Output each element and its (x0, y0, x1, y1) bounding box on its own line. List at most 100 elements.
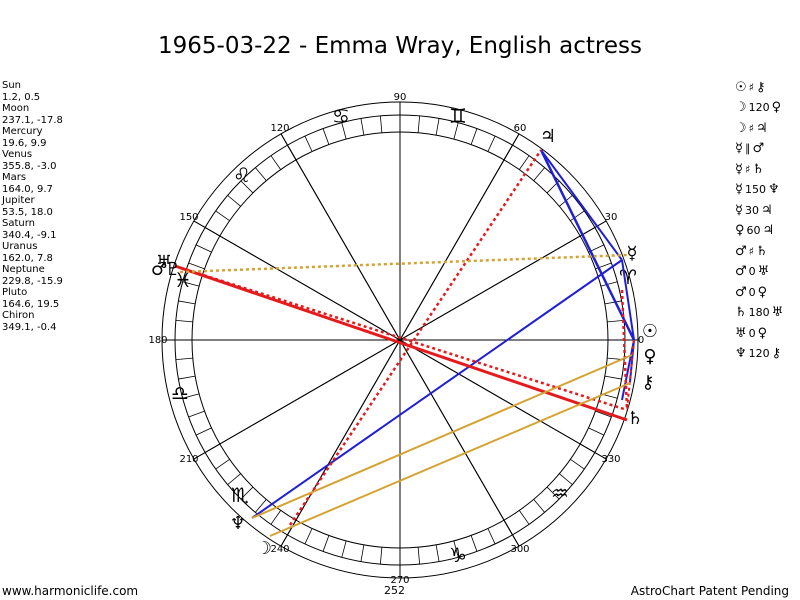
planet-glyph: ♆ (735, 346, 747, 362)
saturn-icon: ♄ (627, 408, 643, 429)
aspect-symbol: 180 (748, 306, 770, 320)
planet-glyph: ♂ (735, 284, 747, 300)
venus-icon: ♀ (643, 346, 656, 367)
planet-glyph: ♅ (735, 325, 747, 341)
aspect-line-blue (621, 259, 635, 341)
planet-name: Mars (2, 172, 27, 183)
degree-label: 180 (148, 335, 167, 346)
degree-tick (270, 510, 282, 525)
degree-label: 210 (179, 454, 198, 465)
aspect-row: ☽ ♯ ♃ (735, 118, 800, 139)
aspect-row: ♂ 0 ♅ (735, 262, 800, 283)
degree-tick (453, 540, 459, 558)
degree-tick (240, 180, 254, 194)
planet-name: Sun (2, 80, 22, 91)
planet-name: Jupiter (2, 195, 35, 206)
aspect-line-blue (251, 259, 623, 519)
aspect-row: ♀ 60 ♃ (735, 221, 800, 242)
degree-tick (379, 547, 383, 565)
planet-coords: 229.8, -15.9 (2, 275, 63, 287)
degree-label: 240 (270, 544, 289, 555)
degree-tick (604, 375, 622, 380)
libra-icon: ♎ (171, 381, 189, 405)
aquarius-icon: ♒ (551, 481, 569, 505)
planet-glyph: ♆ (767, 182, 780, 198)
degree-tick (533, 499, 545, 513)
degree-label: 90 (394, 92, 407, 103)
degree-tick (178, 300, 196, 305)
planet-glyph: ♀ (757, 325, 768, 341)
degree-label: 300 (510, 544, 529, 555)
degree-tick (240, 486, 254, 500)
capricorn-icon: ♑ (449, 543, 467, 567)
aspect-symbol: ∥ (744, 142, 751, 156)
aspect-symbol: ♯ (748, 244, 754, 258)
planet-coords: 19.6, 9.9 (2, 137, 47, 149)
degree-tick (470, 535, 478, 552)
planet-glyph: ♄ (755, 243, 768, 259)
degree-tick (360, 544, 365, 562)
leo-icon: ♌ (233, 163, 251, 187)
sun-icon: ☉ (642, 321, 658, 342)
planet-coords: 1.2, 0.5 (2, 91, 41, 103)
planet-name: Pluto (2, 287, 28, 298)
planet-glyph: ☿ (735, 161, 743, 177)
aries-icon: ♈ (619, 265, 637, 289)
aspect-line-blue (540, 149, 623, 261)
degree-tick (533, 167, 545, 181)
aspect-row: ☽ 120 ♀ (735, 98, 800, 119)
aspect-row: ☿ 150 ♆ (735, 180, 800, 201)
degree-tick (175, 357, 193, 361)
degree-labels: 90 60 30 0 330 300 270 240 210 180 150 1… (148, 92, 644, 586)
aspect-row: ♂ ♯ ♄ (735, 241, 800, 262)
planet-glyph: ♄ (752, 161, 764, 177)
planet-glyph: ♃ (762, 223, 775, 239)
aspect-symbol: ♯ (744, 162, 751, 176)
planet-name: Venus (2, 149, 33, 160)
degree-tick (178, 375, 196, 380)
aspect-symbol: ♯ (748, 121, 754, 135)
aspect-symbol: 120 (748, 347, 770, 361)
planet-name: Neptune (2, 264, 45, 275)
aspect-symbol: 0 (748, 285, 756, 299)
planet-position-list: Sun 1.2, 0.5 Moon 237.1, -17.8 Mercury 1… (2, 80, 63, 333)
planet-name: Chiron (2, 310, 35, 321)
planet-coords: 355.8, -3.0 (2, 160, 57, 172)
degree-tick (255, 167, 267, 181)
planet-glyph: ♂ (752, 141, 765, 157)
degree-tick (360, 118, 365, 136)
planet-coords: 164.0, 9.7 (2, 183, 53, 195)
uranus-icon: ♅ (156, 252, 172, 273)
site-url[interactable]: www.harmoniclife.com (2, 584, 139, 598)
patent-notice: AstroChart Patent Pending (630, 584, 789, 598)
degree-tick (435, 544, 440, 562)
chiron-icon: ⚷ (641, 372, 654, 393)
aspect-row: ♆ 120 ⚷ (735, 344, 800, 365)
jupiter-icon: ♃ (540, 126, 556, 147)
planet-glyph: ♃ (755, 120, 768, 136)
aspect-row: ☿ 30 ♃ (735, 200, 800, 221)
degree-tick (595, 410, 612, 418)
planet-glyph: ☽ (735, 120, 747, 136)
degree-tick (600, 281, 618, 287)
aspect-line-gold-dotted (179, 253, 629, 274)
degree-tick (188, 410, 205, 418)
planet-name: Uranus (2, 241, 38, 252)
planet-glyph: ⚷ (755, 79, 766, 95)
degree-tick (487, 528, 496, 545)
degree-tick (175, 319, 193, 323)
degree-tick (607, 319, 625, 323)
degree-tick (255, 499, 267, 513)
aspect-lines (174, 149, 636, 537)
degree-label: 30 (605, 212, 618, 223)
footer-number: 252 (384, 584, 405, 597)
degree-tick (518, 155, 530, 170)
aspect-line-red-dotted (620, 289, 629, 411)
degree-tick (470, 128, 478, 145)
degree-tick (195, 244, 212, 253)
degree-tick (559, 473, 573, 485)
planet-glyph: ☿ (735, 141, 743, 157)
mars-icon: ♂ (151, 259, 167, 280)
degree-tick (182, 281, 200, 287)
aspect-symbol: 120 (748, 101, 770, 115)
